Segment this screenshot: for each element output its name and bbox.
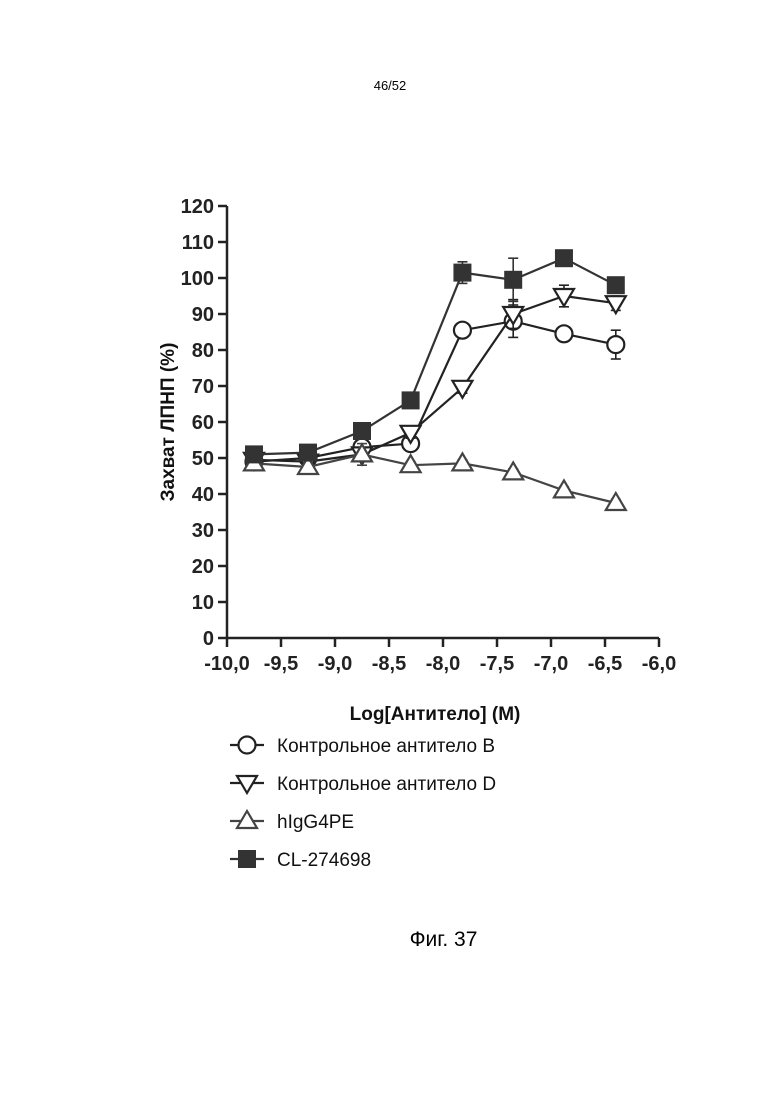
legend-item-1: Контрольное антитело D [230,774,496,795]
legend-item-3: CL-274698 [230,850,371,871]
y-tick-label: 40 [192,484,214,506]
legend-label: Контрольное антитело B [277,736,495,757]
x-tick-label: -7,0 [534,653,568,675]
y-tick-label: 90 [192,304,214,326]
legend-marker [239,737,256,754]
y-axis-title: Захват ЛПНП (%) [158,343,179,502]
legend-item-0: Контрольное антитело B [230,736,495,757]
x-tick-label: -10,0 [204,653,250,675]
y-tick-label: 110 [182,232,214,254]
y-tick-label: 60 [192,412,214,434]
data-point [402,392,419,409]
y-tick-label: 50 [192,448,214,470]
data-point [555,325,572,342]
data-point [354,423,371,440]
data-point [454,322,471,339]
data-point [607,336,624,353]
y-tick-label: 120 [181,196,214,218]
x-tick-label: -8,0 [426,653,460,675]
data-point [607,277,624,294]
x-tick-label: -9,0 [318,653,352,675]
data-point [606,296,626,313]
y-tick-label: 70 [192,376,214,398]
data-point [452,453,472,470]
x-tick-label: -7,5 [480,653,514,675]
legend-label: CL-274698 [277,850,371,871]
y-tick-label: 30 [192,520,214,542]
series-3 [246,250,625,463]
series-line [254,258,616,454]
x-axis-title: Log[Антитело] (M) [350,704,521,725]
y-tick-label: 80 [192,340,214,362]
y-tick-label: 20 [192,556,214,578]
data-point [300,444,317,461]
legend-marker [239,851,256,868]
legend-label: hIgG4PE [277,812,354,833]
data-point [246,446,263,463]
y-tick-label: 10 [192,592,214,614]
data-point [454,264,471,281]
data-point [555,250,572,267]
x-tick-label: -9,5 [264,653,298,675]
legend-marker [237,776,257,793]
y-tick-label: 0 [203,628,214,650]
x-tick-label: -6,0 [642,653,676,675]
legend-item-2: hIgG4PE [230,811,354,833]
y-tick-label: 100 [181,268,214,290]
plot-area [244,250,626,510]
legend-label: Контрольное антитело D [277,774,496,795]
data-point [505,271,522,288]
legend: Контрольное антитело B Контрольное антите… [230,736,496,871]
x-tick-label: -6,5 [588,653,622,675]
series-line [254,296,616,462]
figure-caption: Фиг. 37 [0,928,780,952]
x-tick-label: -8,5 [372,653,406,675]
legend-marker [237,811,257,828]
